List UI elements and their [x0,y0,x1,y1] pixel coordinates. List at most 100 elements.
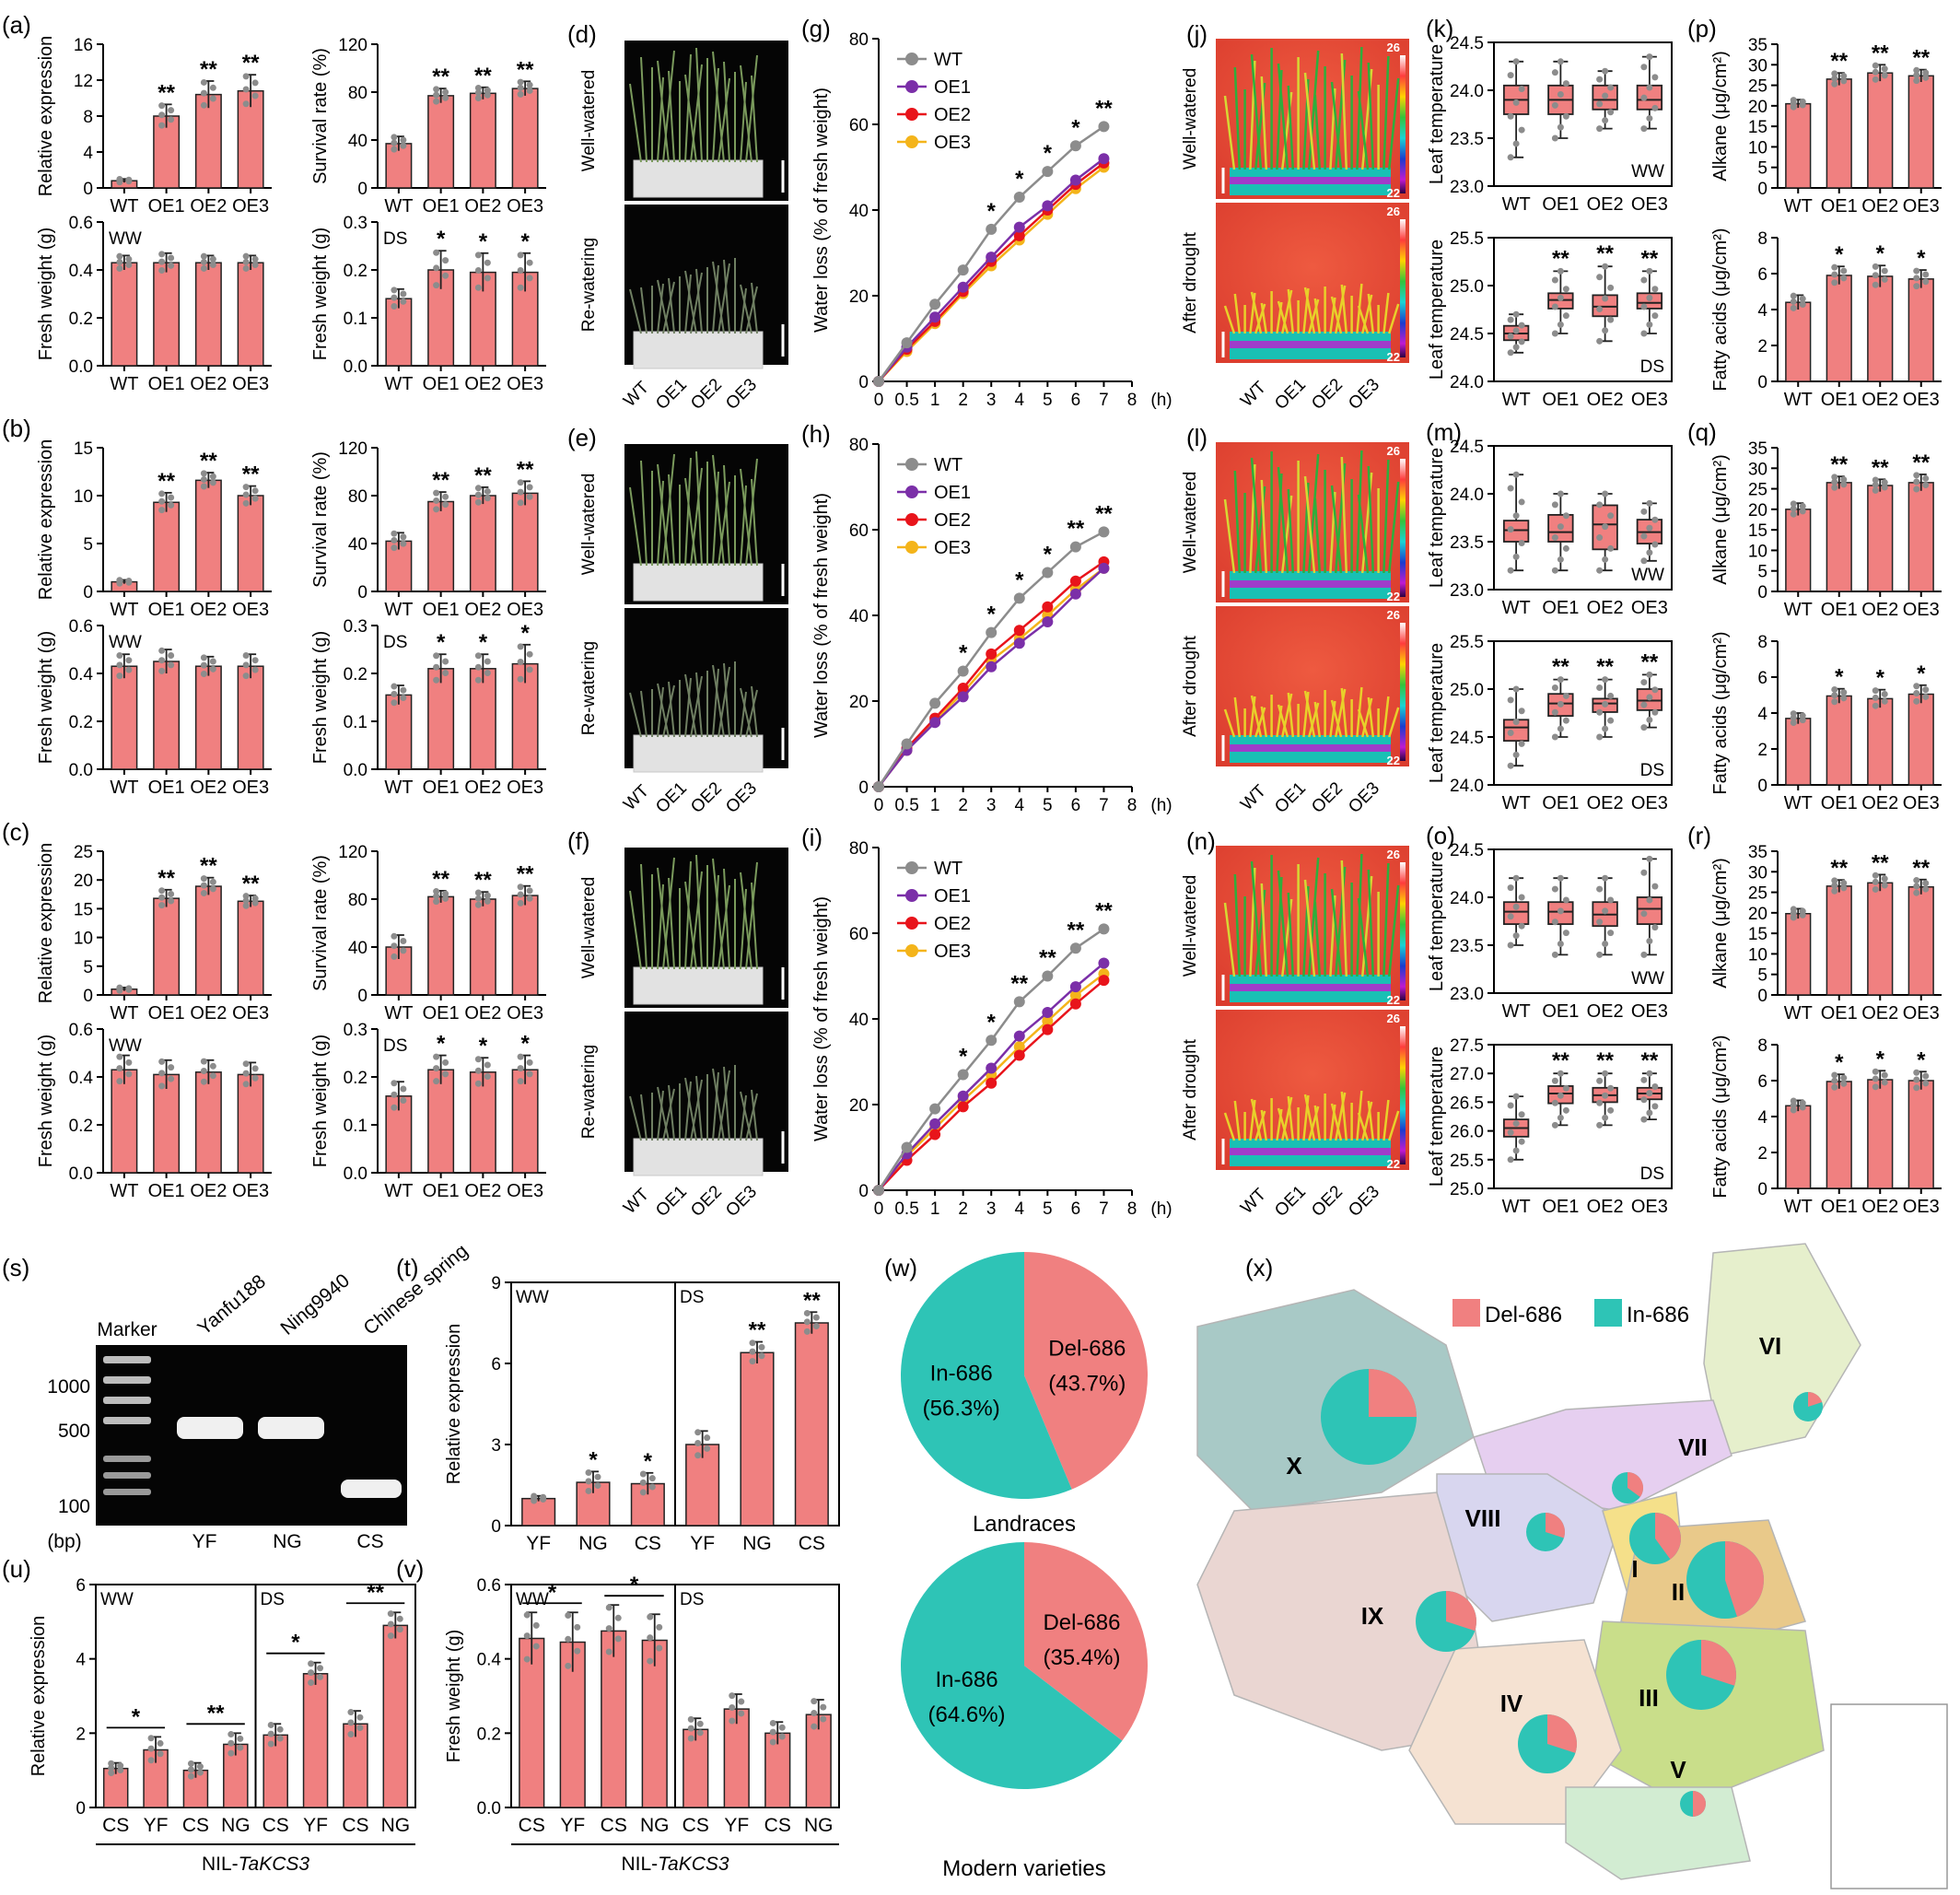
map-region [1703,1243,1861,1456]
bar [194,665,222,770]
y-tick-label: 30 [1748,56,1768,76]
bar [1826,695,1852,786]
thermal-leaf [1277,1107,1289,1141]
ladder-band [103,1356,151,1363]
data-point [1640,910,1648,918]
data-point [1602,676,1609,684]
group-label: DS [261,1590,285,1609]
data-point [484,87,491,94]
x-tick-label: OE3 [507,374,543,394]
panel-label: (s) [2,1254,29,1281]
y-tick-label: 24.5 [1450,34,1484,53]
plant-leaf [690,1079,703,1141]
significance-label: ** [1912,450,1930,475]
plant-leaf [712,454,725,567]
thermal-leaf [1357,494,1370,574]
data-point [803,1309,811,1316]
data-point [200,89,207,97]
genotype-label: WT [620,378,653,411]
data-point [242,86,250,93]
data-point [187,1772,194,1780]
y-tick-label: 25.5 [1450,633,1484,652]
nil-label: NIL-TaKCS3 [621,1854,729,1875]
plant-leaf [745,1093,758,1141]
x-tick-label: OE2 [1587,598,1624,618]
thermal-leaf [1330,699,1343,738]
data-point [1512,99,1520,106]
plant-leaf [695,268,703,334]
data-point [656,1644,663,1652]
significance-label: ** [1039,946,1056,971]
thermal-leaf [1260,1109,1268,1141]
pie-chart-w1: Del-686(43.7%)In-686(56.3%)Landraces [901,1252,1149,1537]
plant-leaf [662,281,675,334]
region-pie-del [1628,1472,1644,1497]
data-point [1790,510,1797,518]
data-point [1840,1074,1848,1082]
data-point [1872,272,1879,279]
data-point [158,1070,166,1077]
x-tick-label: OE1 [1821,793,1858,813]
plant-leaf [684,881,697,970]
series-point [957,1101,969,1113]
data-point [1602,1114,1609,1121]
data-point [209,84,216,91]
thermal-leaf [1250,291,1263,334]
data-point [656,1623,663,1631]
y-tick-label: 23.0 [1450,985,1484,1004]
panel-label: (x) [1245,1254,1273,1281]
slice-name: Del-686 [1043,1610,1120,1635]
series-point [1013,625,1025,637]
y-tick-label: 4 [1757,301,1768,321]
x-tick-label: OE2 [190,374,227,394]
data-point [209,255,216,263]
condition-label: WW [1631,162,1664,181]
x-tick-label: OE1 [148,1003,185,1024]
y-tick-label: 0.1 [344,1117,368,1136]
data-point [1840,880,1848,887]
data-point [1640,1116,1648,1123]
data-point [1607,1106,1615,1114]
x-tick-label: OE3 [1631,598,1668,618]
data-point [1607,284,1615,291]
x-tick-label: OE1 [1821,390,1858,410]
bar [805,1714,832,1808]
data-point [1518,539,1525,546]
data-point [1602,295,1609,302]
data-point [158,507,166,514]
bar [469,495,496,592]
data-point [1602,263,1609,270]
data-point [517,90,524,98]
data-point [1562,896,1569,904]
thermal-tray-cold [1230,1148,1391,1155]
y-tick-label: 0 [491,1517,501,1537]
data-point [531,1492,538,1500]
data-point [1607,544,1615,552]
thermal-leaf [1382,1099,1390,1141]
data-point [147,1757,155,1764]
x-tick-label: OE2 [464,778,501,798]
genotype-label: OE1 [1271,778,1310,817]
data-point [125,985,133,992]
x-tick-label: 7 [1099,796,1109,815]
data-point [391,530,398,537]
data-point [648,1483,656,1491]
plant-leaf [668,877,675,970]
plant-leaf [740,485,747,567]
y-tick-label: 24.0 [1450,373,1484,392]
data-point [242,100,250,108]
thermal-leaf [1223,902,1236,977]
region-pie-del [1547,1714,1577,1753]
thermal-leaf [1250,1098,1263,1141]
significance-label: * [1015,167,1024,192]
data-point [125,657,133,664]
series-point [986,1077,998,1089]
y-tick-label: 0 [76,1799,86,1819]
panel-label: (g) [801,15,831,42]
panel-label: (p) [1687,15,1717,42]
plant-leaf [657,480,664,567]
plant-leaf [718,263,730,334]
